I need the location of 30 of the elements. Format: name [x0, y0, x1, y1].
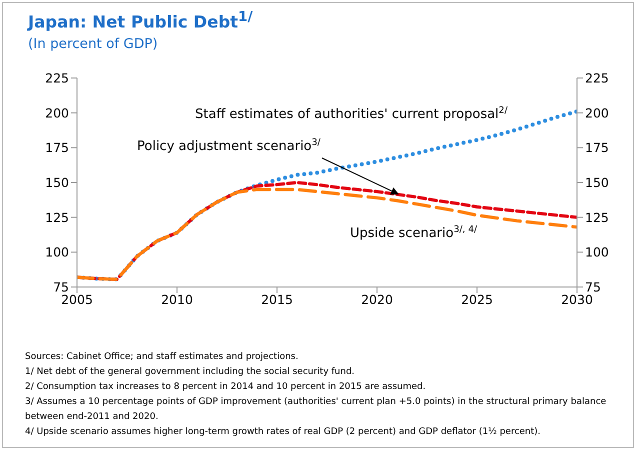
- y-tick-label: 75: [53, 279, 69, 294]
- chart-title: Japan: Net Public Debt$^{1/}$: [28, 9, 253, 32]
- x-tick-label: 2025: [461, 292, 493, 307]
- x-tick-label: 2015: [261, 292, 293, 307]
- text: 1/ Net debt of the general government including the social security fund.: [25, 366, 356, 379]
- text: Policy adjustment scenario$^{3/}$: [137, 138, 322, 154]
- y2-tick-label: 200: [585, 105, 609, 120]
- text: 3/ Assumes a 10 percentage points of GDP improvement (authorities' current plan +5.0 points) in the structural primary balance between end-2011 and 2020.: [25, 396, 608, 424]
- text: 2/ Consumption tax increases to 8 percent in 2014 and 10 percent in 2015 are assumed.: [25, 381, 427, 394]
- y2-tick-label: 175: [585, 140, 609, 156]
- chart-subtitle: (In percent of GDP): [28, 36, 158, 52]
- x-tick-label: 2030: [561, 292, 593, 307]
- y-tick-label: 225: [45, 70, 69, 86]
- y2-tick-label: 125: [585, 210, 609, 225]
- y2-tick-label: 100: [585, 244, 609, 260]
- series-label: Upside scenario$^{3/, 4/}$: [350, 225, 478, 241]
- y-tick-label: 150: [45, 174, 70, 190]
- series-label: Staff estimates of authorities' current proposal$^{2/}$: [195, 106, 508, 122]
- x-tick-label: 2010: [161, 292, 193, 307]
- y-tick-label: 175: [45, 140, 69, 156]
- y2-tick-label: 150: [585, 174, 609, 190]
- y2-tick-label: 75: [585, 279, 601, 294]
- text: 4/ Upside scenario assumes higher long-term growth rates of real GDP (2 percent) and GDP deflator (1½ percent).: [25, 426, 542, 439]
- y-tick-label: 125: [45, 210, 69, 225]
- y2-tick-label: 225: [585, 70, 609, 86]
- y-tick-label: 100: [45, 244, 70, 260]
- x-tick-label: 2020: [361, 292, 393, 307]
- x-tick-label: 2005: [61, 292, 93, 307]
- y-tick-label: 200: [45, 105, 70, 120]
- source-note: Sources: Cabinet Office; and staff estimates and projections.: [25, 351, 300, 364]
